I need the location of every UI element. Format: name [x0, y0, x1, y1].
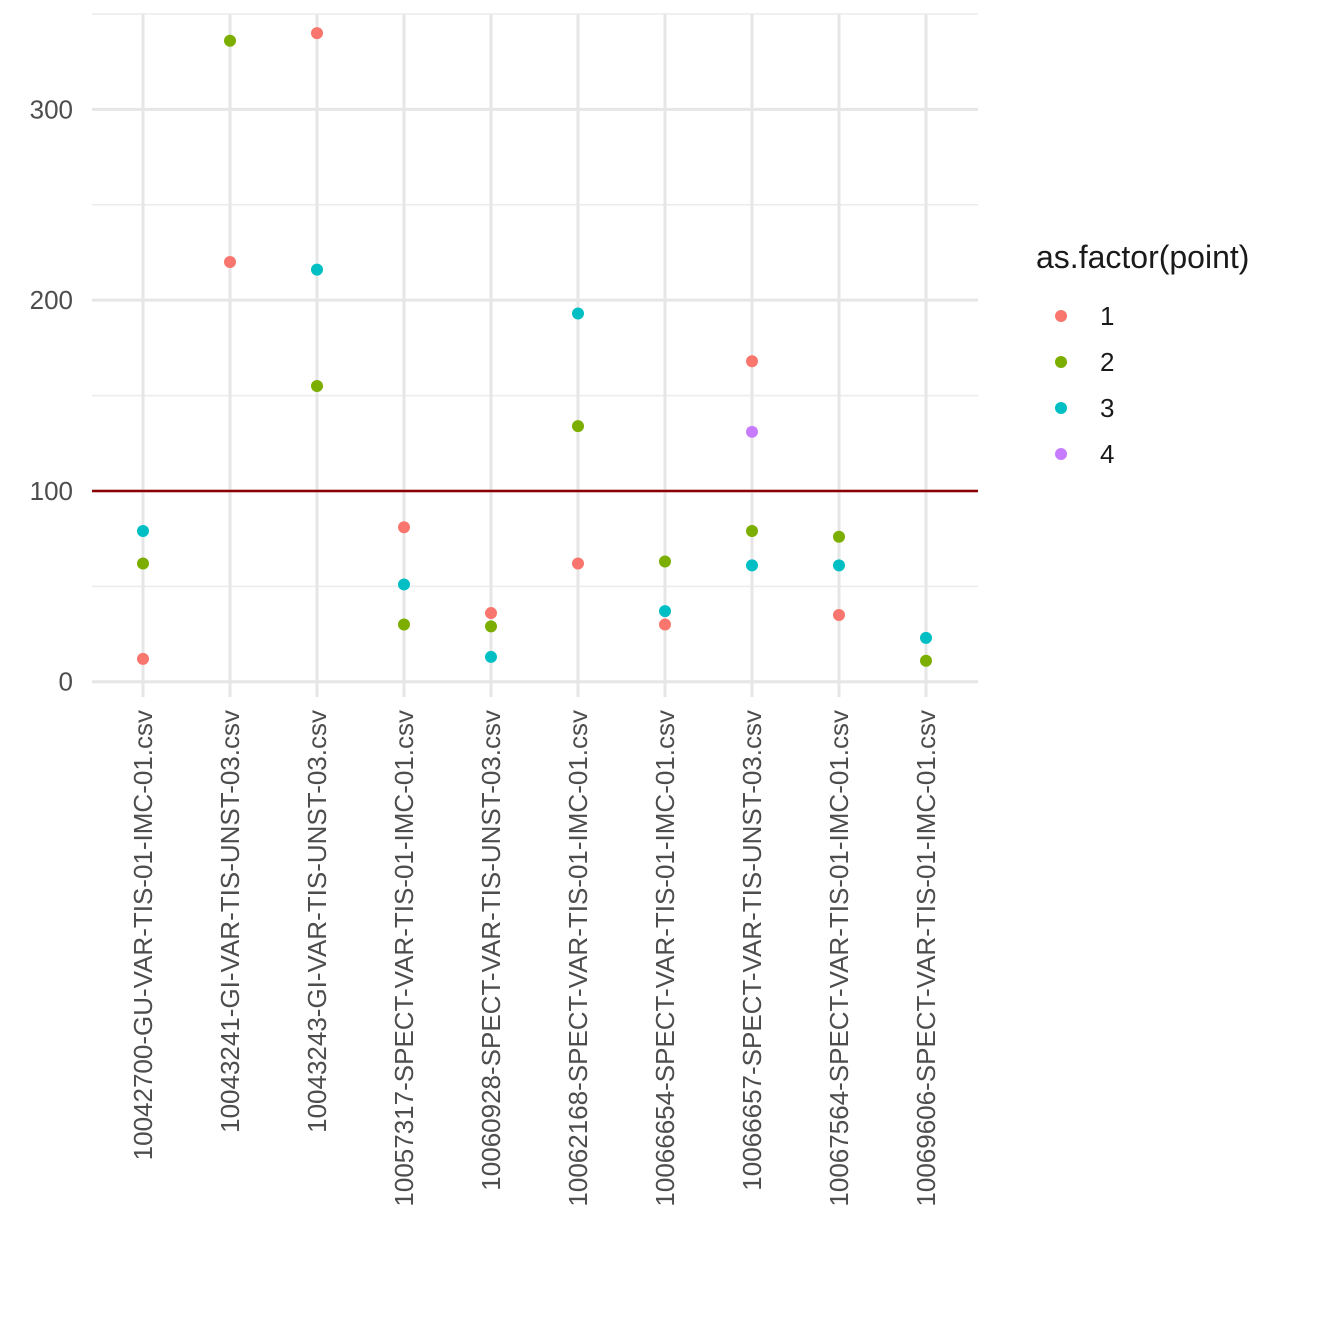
- legend: as.factor(point) 1 2 3 4: [1036, 239, 1249, 469]
- data-point-series-1: [833, 608, 845, 621]
- data-point-series-3: [311, 263, 323, 276]
- x-tick-label: 10069606-SPECT-VAR-TIS-01-IMC-01.csv: [911, 710, 941, 1207]
- data-point-series-2: [485, 620, 497, 633]
- legend-label-1: 1: [1100, 301, 1114, 331]
- data-point-series-1: [311, 27, 323, 40]
- legend-label-2: 2: [1100, 347, 1114, 377]
- legend-key-1: [1055, 310, 1067, 322]
- data-point-series-3: [746, 559, 758, 572]
- data-point-series-3: [833, 559, 845, 572]
- data-point-series-2: [746, 525, 758, 538]
- data-point-series-2: [137, 557, 149, 570]
- y-axis-tick-labels: 0 100 200 300: [30, 94, 73, 696]
- x-tick-label: 10066657-SPECT-VAR-TIS-UNST-03.csv: [737, 710, 767, 1191]
- x-tick-label: 10042700-GU-VAR-TIS-01-IMC-01.csv: [128, 710, 158, 1160]
- data-point-series-3: [137, 525, 149, 538]
- data-point-series-1: [398, 521, 410, 534]
- x-tick-label: 10060928-SPECT-VAR-TIS-UNST-03.csv: [476, 710, 506, 1191]
- data-point-series-3: [572, 307, 584, 320]
- data-point-series-2: [311, 380, 323, 393]
- x-tick-label: 10043241-GI-VAR-TIS-UNST-03.csv: [215, 710, 245, 1133]
- legend-label-4: 4: [1100, 439, 1114, 469]
- legend-key-3: [1055, 402, 1067, 414]
- x-tick-label: 10043243-GI-VAR-TIS-UNST-03.csv: [302, 710, 332, 1133]
- data-point-series-1: [485, 607, 497, 620]
- x-tick-label: 10057317-SPECT-VAR-TIS-01-IMC-01.csv: [389, 710, 419, 1207]
- legend-items: 1 2 3 4: [1055, 301, 1114, 469]
- data-point-series-2: [833, 530, 845, 543]
- x-axis-tick-labels: 10042700-GU-VAR-TIS-01-IMC-01.csv 1004324…: [128, 710, 941, 1207]
- data-point-series-4: [746, 425, 758, 438]
- data-point-series-3: [659, 605, 671, 618]
- x-tick-label: 10066654-SPECT-VAR-TIS-01-IMC-01.csv: [650, 710, 680, 1207]
- y-tick-label: 100: [30, 476, 73, 506]
- y-tick-label: 300: [30, 94, 73, 124]
- data-point-series-2: [398, 618, 410, 631]
- data-point-series-1: [572, 557, 584, 570]
- data-point-series-2: [659, 555, 671, 568]
- legend-label-3: 3: [1100, 393, 1114, 423]
- data-point-series-2: [224, 34, 236, 47]
- legend-key-4: [1055, 448, 1067, 460]
- data-point-series-2: [920, 654, 932, 667]
- data-point-series-3: [485, 650, 497, 663]
- legend-key-2: [1055, 356, 1067, 368]
- y-tick-label: 0: [59, 667, 73, 697]
- data-point-series-3: [398, 578, 410, 591]
- x-tick-label: 10062168-SPECT-VAR-TIS-01-IMC-01.csv: [563, 710, 593, 1207]
- grid-minor: [92, 13, 978, 588]
- legend-title: as.factor(point): [1036, 239, 1249, 275]
- data-point-series-1: [659, 618, 671, 631]
- data-point-series-1: [746, 355, 758, 368]
- data-point-series-1: [137, 652, 149, 665]
- data-point-series-1: [224, 256, 236, 269]
- grid-major: [92, 14, 978, 697]
- data-points: [137, 27, 932, 667]
- data-point-series-3: [920, 631, 932, 644]
- y-tick-label: 200: [30, 285, 73, 315]
- data-point-series-2: [572, 420, 584, 433]
- x-tick-label: 10067564-SPECT-VAR-TIS-01-IMC-01.csv: [824, 710, 854, 1207]
